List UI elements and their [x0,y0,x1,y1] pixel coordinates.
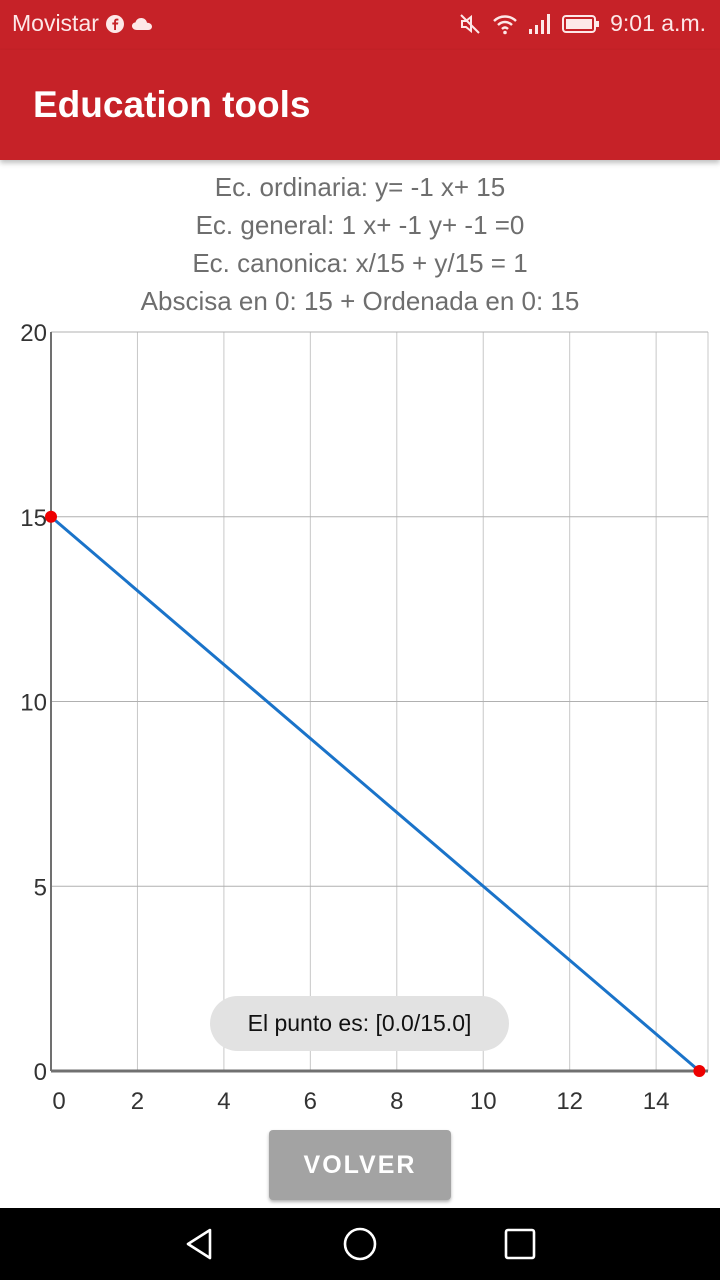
series-line [50,515,701,1073]
volver-button[interactable]: VOLVER [269,1130,451,1200]
chart-axes [50,332,708,1073]
app-bar: Education tools [0,50,720,160]
y-tick-label: 5 [34,874,47,901]
data-point [45,510,57,523]
data-point [693,1065,706,1077]
x-tick-label: 4 [217,1088,230,1115]
line-chart[interactable]: 0 2 4 6 8 10 12 14 0 5 10 15 20 [0,320,720,1120]
carrier-name: Movistar [12,10,99,36]
y-tick-label: 15 [20,505,47,532]
equations-panel: Ec. ordinaria: y= -1 x+ 15 Ec. general: … [0,168,720,320]
status-left: Movistar [12,10,155,37]
y-tick-label: 0 [34,1059,47,1086]
x-tick-label: 6 [304,1088,317,1115]
x-tick-label: 0 [52,1088,65,1115]
facebook-icon [105,14,124,33]
app-title: Education tools [33,84,311,125]
chart-points [45,510,706,1077]
recents-icon[interactable] [500,1224,540,1264]
status-right: 9:01 a.m. [458,10,706,37]
equation-ordinaria: Ec. ordinaria: y= -1 x+ 15 [214,172,506,202]
equation-canonica: Ec. canonica: x/15 + y/15 = 1 [192,248,528,278]
back-icon[interactable] [180,1224,220,1264]
y-tick-label: 10 [20,690,47,717]
cloud-icon [131,17,152,30]
status-bar: Movistar 9:01 a.m. [0,0,720,50]
chart-grid [51,331,709,1071]
clock: 9:01 a.m. [610,10,706,36]
chart-series [50,515,701,1073]
battery-icon [562,14,600,33]
x-tick-label: 8 [390,1088,403,1115]
toast-message: El punto es: [0.0/15.0] [210,996,509,1051]
equation-general: Ec. general: 1 x+ -1 y+ -1 =0 [195,210,525,240]
y-tick-label: 20 [20,320,47,347]
signal-icon [529,13,551,34]
x-tick-label: 14 [643,1088,670,1115]
wifi-icon [493,14,517,34]
x-tick-label: 2 [131,1088,144,1115]
equation-intercepts: Abscisa en 0: 15 + Ordenada en 0: 15 [140,286,580,316]
x-tick-label: 12 [556,1088,583,1115]
mute-icon [460,13,480,34]
x-tick-label: 10 [470,1088,497,1115]
home-icon[interactable] [340,1224,380,1264]
chart-ticks: 0 2 4 6 8 10 12 14 0 5 10 15 20 [20,320,669,1115]
navigation-bar [0,1208,720,1280]
